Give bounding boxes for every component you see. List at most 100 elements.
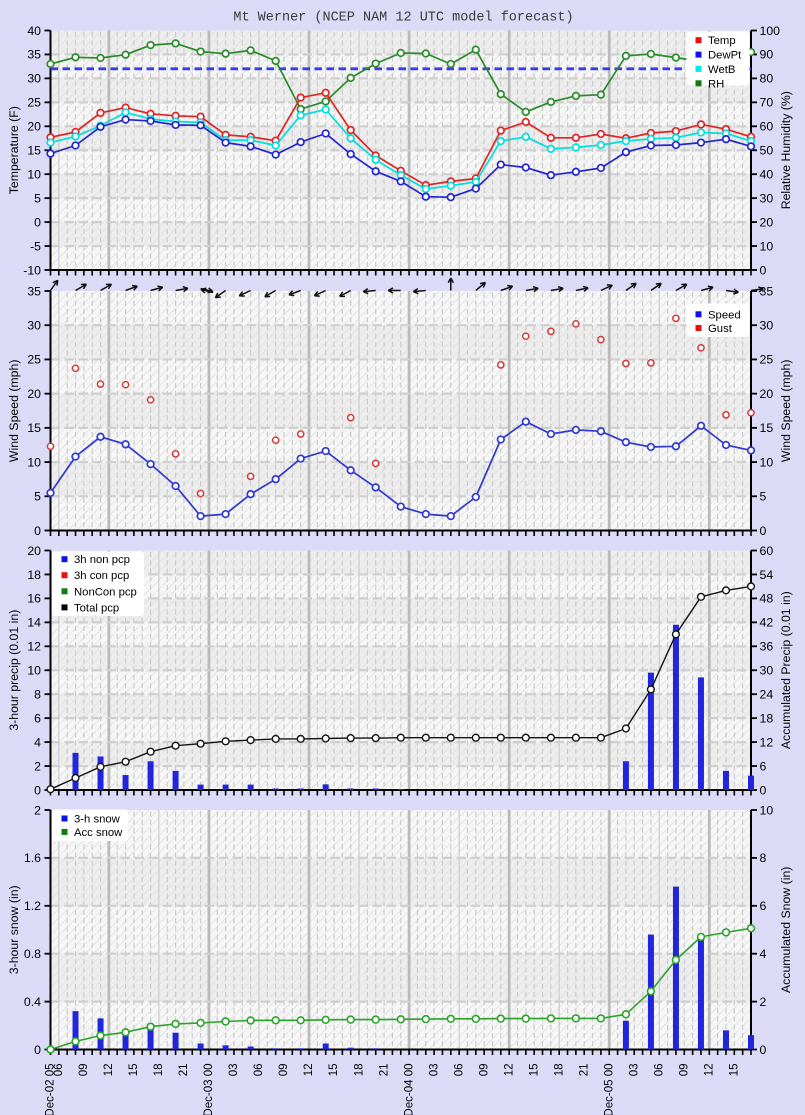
- svg-text:8: 8: [760, 851, 767, 865]
- svg-text:10: 10: [27, 664, 41, 678]
- svg-text:35: 35: [760, 284, 774, 298]
- svg-text:0: 0: [34, 524, 41, 538]
- svg-text:2: 2: [760, 995, 767, 1009]
- svg-text:Gust: Gust: [708, 323, 733, 335]
- svg-text:35: 35: [27, 48, 41, 62]
- svg-text:30: 30: [27, 319, 41, 333]
- svg-text:3h con pcp: 3h con pcp: [74, 570, 129, 582]
- svg-text:2: 2: [34, 759, 41, 773]
- svg-text:16: 16: [27, 592, 41, 606]
- svg-text:09: 09: [679, 1064, 691, 1077]
- svg-text:Wind Speed (mph): Wind Speed (mph): [7, 360, 21, 463]
- svg-text:20: 20: [27, 120, 41, 134]
- svg-text:6: 6: [34, 711, 41, 725]
- svg-text:20: 20: [27, 544, 41, 558]
- svg-text:15: 15: [528, 1064, 540, 1077]
- svg-text:25: 25: [27, 96, 41, 110]
- svg-text:03: 03: [428, 1064, 440, 1077]
- svg-text:-10: -10: [23, 263, 41, 277]
- svg-text:3-h snow: 3-h snow: [74, 814, 121, 826]
- svg-text:25: 25: [760, 353, 774, 367]
- svg-text:1.2: 1.2: [24, 899, 41, 913]
- svg-text:20: 20: [760, 215, 774, 229]
- svg-text:10: 10: [760, 239, 774, 253]
- svg-text:2: 2: [34, 803, 41, 817]
- svg-text:Temp: Temp: [708, 35, 736, 47]
- svg-text:5: 5: [34, 490, 41, 504]
- svg-text:Relative Humidity (%): Relative Humidity (%): [779, 91, 793, 209]
- svg-text:3-hour snow (in): 3-hour snow (in): [7, 885, 21, 974]
- svg-text:NonCon pcp: NonCon pcp: [74, 586, 137, 598]
- svg-text:30: 30: [760, 192, 774, 206]
- svg-text:15: 15: [27, 421, 41, 435]
- svg-text:20: 20: [760, 387, 774, 401]
- svg-text:25: 25: [27, 353, 41, 367]
- svg-text:15: 15: [128, 1064, 140, 1077]
- svg-text:40: 40: [760, 168, 774, 182]
- svg-text:09: 09: [78, 1064, 90, 1077]
- svg-text:21: 21: [178, 1064, 190, 1077]
- svg-text:90: 90: [760, 48, 774, 62]
- svg-text:0.4: 0.4: [24, 995, 41, 1009]
- svg-text:24: 24: [760, 688, 774, 702]
- svg-text:18: 18: [27, 568, 41, 582]
- svg-text:Accumulated Precip (0.01 in): Accumulated Precip (0.01 in): [779, 591, 793, 749]
- svg-text:12: 12: [503, 1064, 515, 1077]
- svg-text:15: 15: [729, 1064, 741, 1077]
- svg-text:48: 48: [760, 592, 774, 606]
- svg-text:09: 09: [278, 1064, 290, 1077]
- svg-text:3-hour precip (0.01 in): 3-hour precip (0.01 in): [7, 610, 21, 731]
- svg-text:30: 30: [760, 319, 774, 333]
- svg-text:Mt Werner (NCEP NAM 12 UTC mod: Mt Werner (NCEP NAM 12 UTC model forecas…: [233, 11, 573, 26]
- svg-text:10: 10: [27, 455, 41, 469]
- svg-text:18: 18: [760, 711, 774, 725]
- svg-text:0: 0: [760, 1043, 767, 1057]
- svg-text:-5: -5: [30, 239, 41, 253]
- svg-text:15: 15: [27, 144, 41, 158]
- svg-text:0.8: 0.8: [24, 947, 41, 961]
- svg-text:0: 0: [34, 215, 41, 229]
- svg-text:50: 50: [760, 144, 774, 158]
- svg-text:Temperature (F): Temperature (F): [7, 106, 21, 194]
- svg-text:1.6: 1.6: [24, 851, 41, 865]
- svg-text:0: 0: [760, 783, 767, 797]
- svg-text:15: 15: [760, 421, 774, 435]
- svg-text:0: 0: [760, 524, 767, 538]
- svg-text:RH: RH: [708, 78, 724, 90]
- svg-text:20: 20: [27, 387, 41, 401]
- svg-text:70: 70: [760, 96, 774, 110]
- svg-text:06: 06: [453, 1064, 465, 1077]
- svg-text:Dec-04 00: Dec-04 00: [403, 1064, 415, 1115]
- svg-text:03: 03: [629, 1064, 641, 1077]
- svg-text:Total pcp: Total pcp: [74, 602, 119, 614]
- svg-text:40: 40: [27, 24, 41, 38]
- svg-text:4: 4: [760, 947, 767, 961]
- svg-text:Dec-05 00: Dec-05 00: [603, 1064, 615, 1115]
- svg-text:3h non pcp: 3h non pcp: [74, 554, 130, 566]
- svg-text:5: 5: [760, 490, 767, 504]
- svg-text:12: 12: [27, 640, 41, 654]
- svg-text:21: 21: [578, 1064, 590, 1077]
- svg-text:0: 0: [34, 1043, 41, 1057]
- svg-text:0: 0: [760, 263, 767, 277]
- svg-text:18: 18: [153, 1064, 165, 1077]
- svg-text:54: 54: [760, 568, 774, 582]
- svg-text:6: 6: [760, 899, 767, 913]
- svg-text:60: 60: [760, 544, 774, 558]
- svg-text:10: 10: [760, 803, 774, 817]
- svg-text:10: 10: [760, 455, 774, 469]
- svg-text:WetB: WetB: [708, 64, 735, 76]
- svg-text:8: 8: [34, 688, 41, 702]
- svg-text:30: 30: [760, 664, 774, 678]
- svg-text:60: 60: [760, 120, 774, 134]
- svg-text:5: 5: [34, 192, 41, 206]
- svg-text:0: 0: [34, 783, 41, 797]
- svg-text:Dec-02 05: Dec-02 05: [45, 1064, 57, 1115]
- svg-text:10: 10: [27, 168, 41, 182]
- svg-text:12: 12: [303, 1064, 315, 1077]
- svg-text:Wind Speed (mph): Wind Speed (mph): [779, 360, 793, 463]
- svg-text:DewPt: DewPt: [708, 50, 742, 62]
- svg-text:09: 09: [478, 1064, 490, 1077]
- svg-text:12: 12: [704, 1064, 716, 1077]
- svg-text:06: 06: [654, 1064, 666, 1077]
